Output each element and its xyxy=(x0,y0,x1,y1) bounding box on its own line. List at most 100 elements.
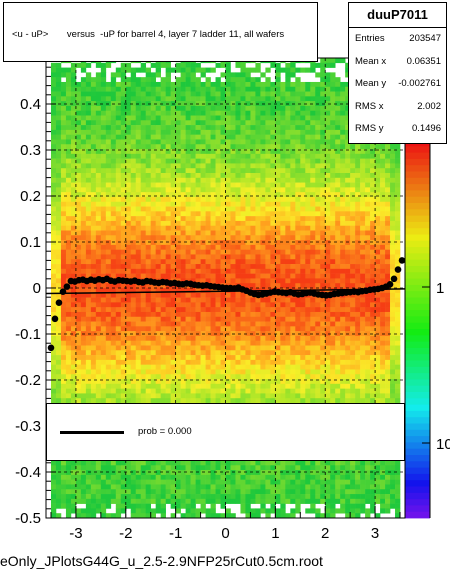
heat-cell xyxy=(310,470,316,476)
heat-cell xyxy=(125,168,132,174)
heat-cell xyxy=(55,283,62,289)
heat-cell xyxy=(185,72,191,78)
heat-cell xyxy=(155,393,161,399)
heat-cell xyxy=(260,125,266,131)
heat-cell xyxy=(265,470,271,476)
heat-cell xyxy=(80,508,87,514)
heat-cell xyxy=(210,110,216,116)
heat-cell xyxy=(90,316,97,322)
heat-cell xyxy=(55,115,62,121)
heat-cell xyxy=(290,297,296,303)
heat-cell xyxy=(185,311,191,318)
heat-cell xyxy=(270,211,276,217)
heat-cell xyxy=(145,489,152,495)
heat-cell xyxy=(270,350,276,356)
heat-cell xyxy=(110,240,117,246)
heat-cell xyxy=(110,273,117,279)
heat-cell xyxy=(115,240,122,246)
heat-cell xyxy=(105,383,112,389)
heat-cell xyxy=(305,273,311,279)
heat-cell xyxy=(55,125,62,131)
heat-cell xyxy=(80,273,87,279)
heat-cell xyxy=(80,240,87,246)
heat-cell xyxy=(75,268,82,274)
heat-cell xyxy=(130,374,137,380)
heat-cell xyxy=(295,101,301,107)
heat-cell xyxy=(295,484,301,490)
heat-cell xyxy=(165,235,171,241)
heat-cell xyxy=(195,340,201,346)
heat-cell xyxy=(140,235,147,241)
heat-cell xyxy=(105,350,112,356)
heat-cell xyxy=(145,359,152,365)
heat-cell xyxy=(180,355,186,361)
heat-cell xyxy=(260,225,266,231)
heat-cell xyxy=(120,326,127,332)
heat-cell xyxy=(70,67,77,73)
heat-cell xyxy=(155,168,161,174)
heat-cell xyxy=(280,359,286,365)
heat-cell xyxy=(135,120,142,126)
heat-cell xyxy=(315,216,321,222)
heat-cell xyxy=(125,259,132,265)
heat-cell xyxy=(70,355,77,361)
heat-cell xyxy=(230,129,236,135)
heat-cell xyxy=(215,393,221,399)
heat-cell xyxy=(310,278,316,284)
heat-cell xyxy=(155,139,161,145)
heat-cell xyxy=(160,508,166,514)
heat-cell xyxy=(140,120,147,126)
heat-cell xyxy=(275,168,281,174)
heat-cell xyxy=(185,513,191,519)
heat-cell xyxy=(95,62,102,68)
heat-cell xyxy=(315,163,321,169)
heat-cell xyxy=(165,297,171,303)
heat-cell xyxy=(125,388,132,394)
heat-cell xyxy=(240,96,246,102)
heat-cell xyxy=(205,292,211,298)
heat-cell xyxy=(305,278,311,284)
heat-cell xyxy=(240,484,246,490)
heat-cell xyxy=(55,67,62,73)
heat-cell xyxy=(100,201,107,207)
heat-cell xyxy=(125,479,132,485)
heat-cell xyxy=(290,359,296,365)
heat-cell xyxy=(190,196,196,203)
heat-cell xyxy=(185,230,191,236)
heat-cell xyxy=(235,220,241,227)
heat-cell xyxy=(95,283,102,289)
heat-cell xyxy=(270,230,276,236)
heat-cell xyxy=(225,498,231,504)
heat-cell xyxy=(65,206,72,212)
heat-cell xyxy=(290,479,296,485)
heat-cell xyxy=(135,187,142,193)
heat-cell xyxy=(65,369,72,375)
heat-cell xyxy=(235,72,241,78)
heat-cell xyxy=(80,369,87,375)
heat-cell xyxy=(200,259,206,265)
heat-cell xyxy=(140,302,147,308)
heat-cell xyxy=(95,144,102,150)
heat-cell xyxy=(305,240,311,246)
heat-cell xyxy=(70,220,77,227)
heat-cell xyxy=(305,498,311,504)
heat-cell xyxy=(310,383,316,389)
heat-cell xyxy=(170,86,176,92)
heat-cell xyxy=(200,292,206,298)
heat-cell xyxy=(175,484,181,490)
heat-cell xyxy=(290,91,296,97)
heat-cell xyxy=(175,311,181,318)
heat-cell xyxy=(270,321,276,327)
heat-cell xyxy=(245,153,251,159)
heat-cell xyxy=(305,249,311,255)
heat-cell xyxy=(290,340,296,346)
heat-cell xyxy=(230,489,236,495)
heat-cell xyxy=(120,158,127,164)
heat-cell xyxy=(70,72,77,78)
heat-cell xyxy=(225,220,231,227)
heat-cell xyxy=(195,374,201,380)
heat-cell xyxy=(105,182,112,188)
heat-cell xyxy=(150,470,156,476)
heat-cell xyxy=(100,273,107,279)
heat-cell xyxy=(295,460,301,466)
